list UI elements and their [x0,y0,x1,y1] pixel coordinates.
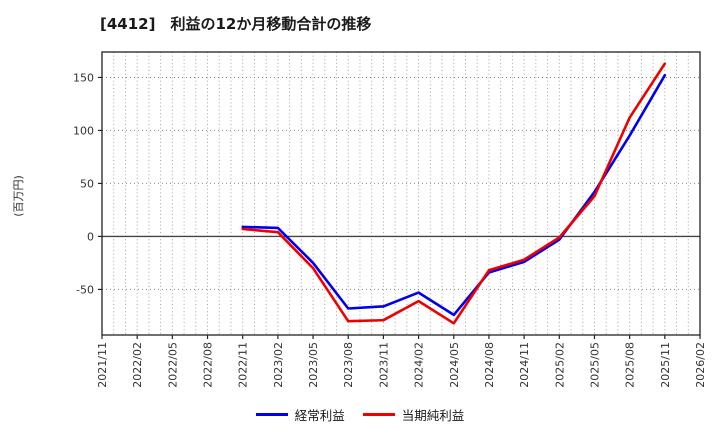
x-tick-label: 2021/11 [96,342,109,388]
x-tick-label: 2023/08 [342,342,355,388]
x-tick-label: 2022/05 [166,342,179,388]
legend-item-junrieki: 当期純利益 [362,405,465,424]
x-tick-label: 2024/08 [483,342,496,388]
junrieki-legend-label: 当期純利益 [401,408,465,423]
x-tick-label: 2022/08 [202,342,215,388]
x-tick-label: 2022/11 [237,342,250,388]
junrieki-line [241,62,667,325]
chart-title: [4412] 利益の12か月移動合計の推移 [100,15,372,33]
x-tick-label: 2023/11 [377,342,390,388]
keijou-line [241,74,667,317]
y-tick-label: 150 [73,71,94,84]
x-tick-label: 2025/05 [588,342,601,388]
x-tick-label: 2022/02 [131,342,144,388]
junrieki-line-swatch [362,413,395,416]
x-tick-label: 2024/05 [448,342,461,388]
keijou-legend-label: 経常利益 [294,408,345,423]
x-tick-label: 2026/02 [694,342,707,388]
x-tick-label: 2025/02 [553,342,566,388]
legend: 経常利益 当期純利益 [0,405,720,424]
keijou-line-swatch [255,413,288,416]
y-tick-label: 0 [87,230,94,243]
x-tick-label: 2025/08 [624,342,637,388]
x-tick-label: 2023/02 [272,342,285,388]
legend-item-keijou: 経常利益 [255,405,345,424]
x-tick-label: 2024/02 [413,342,426,388]
x-tick-label: 2025/11 [659,342,672,388]
y-tick-label: 100 [73,124,94,137]
plot-border [101,51,701,336]
y-tick-label: -50 [76,283,94,296]
x-tick-label: 2023/05 [307,342,320,388]
x-tick-label: 2024/11 [518,342,531,388]
y-tick-label: 50 [80,177,94,190]
